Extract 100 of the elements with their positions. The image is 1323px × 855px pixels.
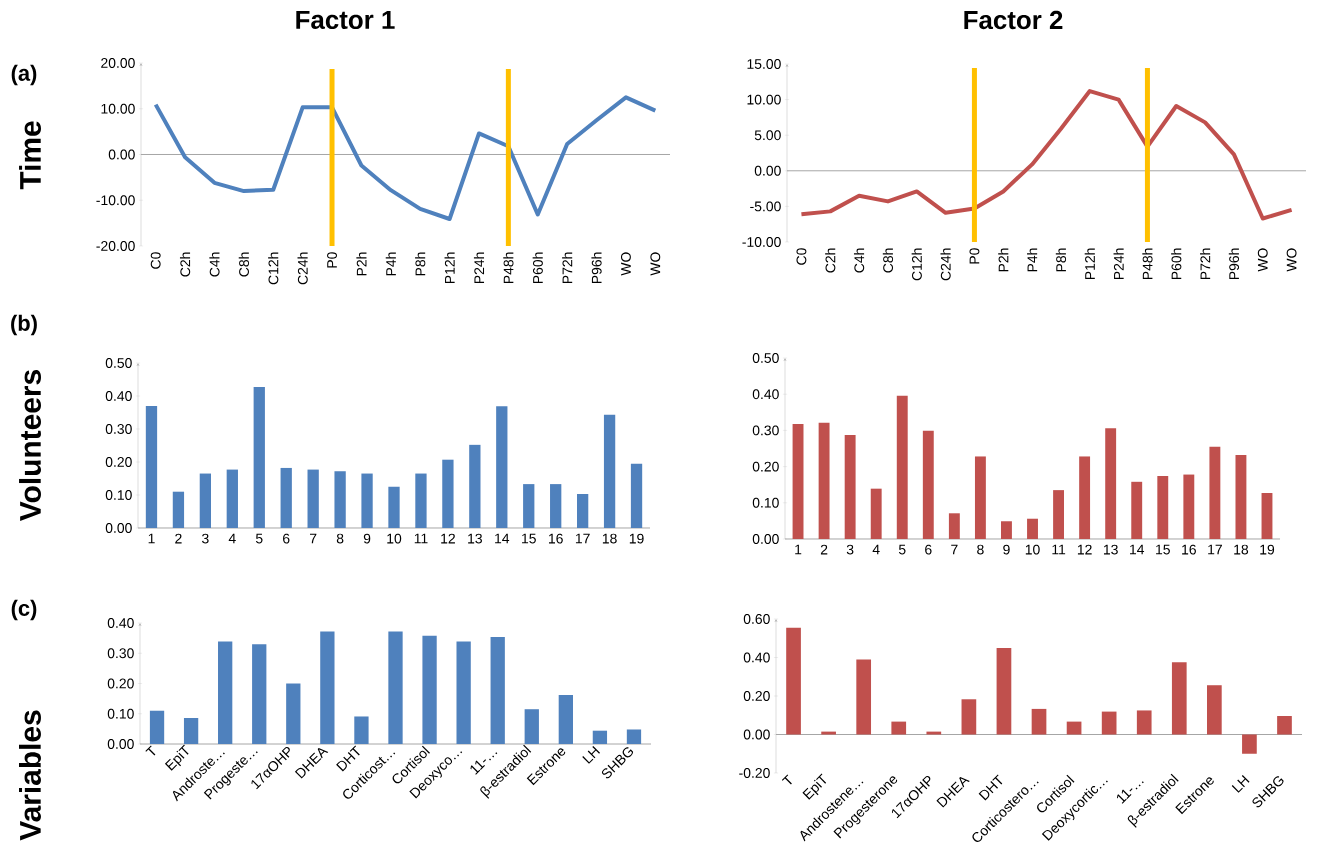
chart-title: Factor 2 [964,10,1063,30]
x-tick-label: 11 [414,533,428,544]
bar [496,406,508,528]
x-tick-label: 18 [1234,544,1249,555]
y-tick-label: 0.40 [107,618,134,628]
bar [1136,710,1152,735]
x-tick-label: 5 [898,544,906,555]
bar [550,484,562,528]
y-tick-label: -20.00 [96,241,135,251]
x-tick-label: P48h [503,252,514,284]
x-tick-label: C8h [238,252,249,277]
x-tick-label: 17 [1208,544,1222,555]
bar [870,488,882,539]
x-tick-label: P2h [356,252,367,276]
y-tick-label: 20.00 [101,58,135,68]
bar [630,463,643,528]
bar [354,716,369,744]
bar [456,641,471,744]
bar [252,644,267,744]
bar [558,695,573,744]
y-axis-title: Variables [19,710,41,841]
y-tick-label: 10.00 [747,94,781,105]
bar [442,459,454,528]
bar [218,641,233,744]
y-tick-label: 0.30 [105,424,132,434]
y-tick-label: 0.00 [107,739,134,749]
x-tick-label: 1 [148,533,155,544]
bar [821,731,836,735]
x-tick-label: P0 [327,252,337,268]
bar [286,683,301,744]
x-tick-label: 13 [468,533,482,544]
bar [307,469,319,528]
bar [1235,455,1247,539]
x-tick-label: 4 [228,533,236,544]
bar [1171,662,1187,735]
bar [172,491,185,528]
bar [1031,708,1047,735]
x-tick-label: 1 [795,544,802,555]
y-tick-label: 0.40 [105,391,132,401]
y-tick-label: 0.00 [754,165,781,176]
bar [786,627,801,735]
bar [961,699,977,735]
x-tick-label: 9 [1003,544,1010,555]
x-tick-label: C24h [297,252,308,285]
x-tick-label: P12h [1084,248,1095,280]
bar [226,469,238,528]
x-tick-label: 19 [1260,544,1275,555]
bar [334,471,346,528]
x-tick-label: WO [650,252,661,276]
y-tick-label: 5.00 [754,130,781,141]
bar [149,710,165,744]
x-tick-label: 15 [522,533,536,544]
bar [361,473,373,528]
bar [856,659,872,735]
y-tick-label: 0.20 [743,691,770,701]
x-tick-label: C12h [911,248,922,281]
bar [626,729,642,744]
x-tick-label: P0 [969,248,980,264]
x-tick-label: P60h [1171,248,1182,280]
bar [523,484,535,528]
x-tick-label: C0 [796,248,807,265]
x-tick-label: P72h [1200,248,1211,280]
x-tick-label: 3 [846,544,854,555]
bar [792,423,804,539]
x-tick-label: P4h [385,252,396,276]
x-tick-label: T [145,745,156,756]
x-tick-label: 3 [202,533,209,544]
bar [891,721,907,735]
x-tick-label: 6 [283,533,290,544]
bar [388,631,403,744]
y-tick-label: -5.00 [750,201,781,212]
x-tick-label: 13 [1103,544,1118,555]
x-tick-label: C2h [179,252,191,277]
bar [1183,474,1195,539]
bar [1105,428,1117,539]
text: (b) [11,314,37,336]
bar [469,444,481,528]
y-tick-label: 15.00 [747,59,781,69]
bar [818,422,830,539]
x-tick-label: 5 [255,533,263,544]
y-tick-label: 0.40 [743,652,770,663]
x-tick-label: 6 [925,544,932,555]
x-tick-label: C24h [940,248,951,281]
y-tick-label: 0.00 [105,523,132,533]
x-tick-label: WO [1286,248,1297,272]
y-axis-title: Volunteers [19,370,41,521]
bar [1066,721,1082,735]
x-tick-label: WO [1257,248,1268,272]
x-tick-label: C12h [268,252,279,285]
x-tick-label: P72h [562,252,573,284]
x-tick-label: 2 [175,533,182,544]
y-tick-label: 0.30 [752,425,779,436]
y-tick-label: 0.10 [107,708,134,719]
x-tick-label: P8h [415,252,426,276]
x-tick-label: 4 [872,544,880,555]
x-tick-label: 7 [310,533,317,544]
y-tick-label: 0.50 [752,353,779,363]
bar [199,473,212,528]
bar [922,430,934,539]
x-tick-label: 11 [1052,544,1066,555]
